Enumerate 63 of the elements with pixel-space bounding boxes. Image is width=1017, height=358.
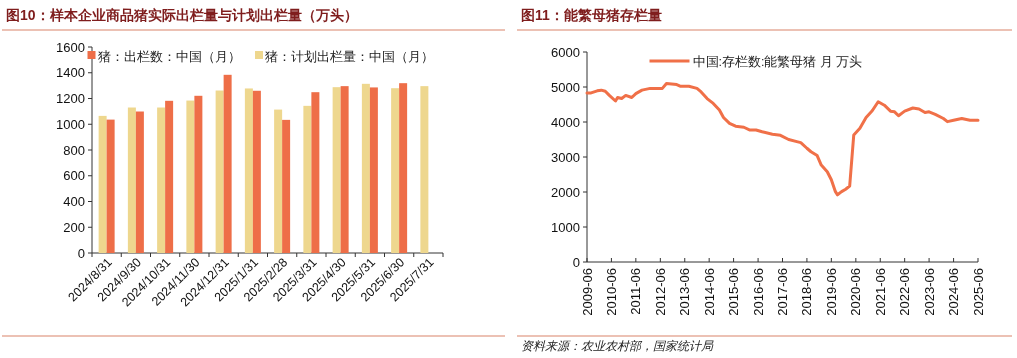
y-tick-label: 5000	[551, 79, 580, 95]
bar	[361, 83, 370, 253]
bar	[252, 90, 261, 253]
y-tick-label: 1000	[56, 116, 85, 132]
legend-label: 中国:存栏数:能繁母猪 月 万头	[692, 55, 863, 69]
bar	[391, 88, 400, 253]
bar	[157, 107, 166, 253]
y-tick-label: 0	[572, 254, 580, 270]
x-tick-label: 2017-06	[775, 268, 790, 316]
x-tick-label: 2009-06	[579, 268, 595, 316]
x-tick-label: 2013-06	[677, 268, 693, 316]
y-tick-label: 3000	[551, 149, 580, 165]
bar	[274, 109, 283, 253]
y-tick-label: 400	[63, 194, 85, 209]
bar	[223, 74, 232, 253]
bar	[194, 95, 203, 253]
bar	[311, 92, 320, 253]
chart-title: 图10：样本企业商品猪实际出栏量与计划出栏量（万头）	[6, 7, 358, 23]
x-tick-label: 2014-06	[701, 268, 717, 316]
x-tick-label: 2019-06	[823, 268, 839, 316]
y-tick-label: 6000	[551, 44, 580, 60]
x-tick-label: 2016-06	[750, 268, 766, 316]
bar	[369, 87, 378, 253]
bar	[186, 100, 195, 253]
bar	[135, 111, 144, 253]
x-tick-label: 2022-06	[897, 268, 913, 316]
bar	[215, 90, 224, 253]
line-series	[585, 82, 980, 197]
y-tick-label: 0	[77, 245, 85, 261]
bar	[106, 119, 115, 253]
legend-label: 猪：出栏数：中国（月）	[97, 50, 241, 64]
x-tick-label: 2024-06	[946, 268, 962, 316]
y-tick-label: 2000	[551, 184, 580, 200]
y-tick-label: 4000	[551, 114, 580, 130]
x-tick-label: 2015-06	[726, 268, 742, 316]
bar	[244, 88, 253, 253]
y-tick-label: 1400	[56, 65, 85, 81]
x-tick-label: 2012-06	[652, 268, 668, 316]
bar	[165, 100, 174, 253]
x-tick-label: 2021-06	[872, 268, 888, 316]
y-tick-label: 1000	[551, 219, 580, 235]
bar	[340, 86, 349, 253]
x-tick-label: 2023-06	[921, 268, 937, 316]
bar	[303, 105, 312, 253]
legend-label: 猪：计划出栏量：中国（月）	[265, 50, 434, 64]
y-tick-label: 1200	[56, 91, 85, 106]
x-tick-label: 2011-06	[628, 268, 644, 315]
y-tick-label: 200	[63, 219, 85, 235]
bar	[127, 107, 136, 253]
text: 资料来源：农业农村部，国家统计局	[521, 339, 714, 353]
bar	[399, 83, 408, 253]
bar	[420, 86, 429, 253]
bar	[332, 87, 341, 253]
bar	[282, 119, 291, 253]
x-tick-label: 2010-06	[603, 268, 619, 316]
chart-title: 图11：能繁母猪存栏量	[521, 7, 662, 23]
x-tick-label: 2020-06	[848, 268, 864, 316]
bar	[98, 115, 107, 253]
y-tick-label: 800	[63, 142, 85, 158]
x-tick-label: 2018-06	[799, 268, 815, 316]
y-tick-label: 1600	[56, 39, 85, 55]
x-tick-label: 2025-06	[970, 268, 986, 316]
y-tick-label: 600	[63, 168, 85, 184]
